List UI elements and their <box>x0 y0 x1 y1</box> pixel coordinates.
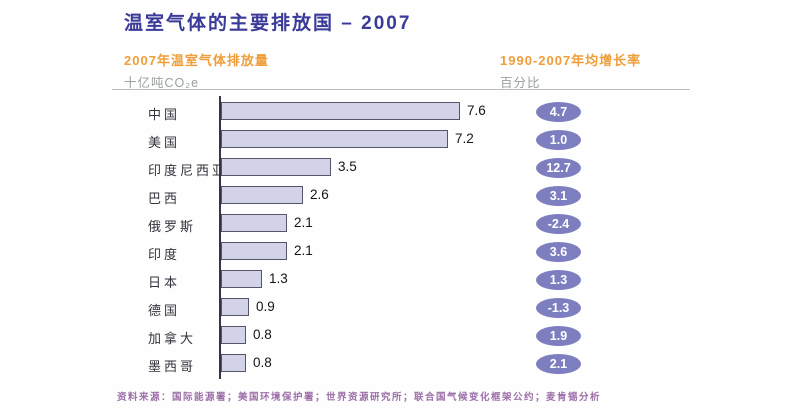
chart-row: 墨西哥 0.8 2.1 <box>0 350 800 378</box>
emission-value: 0.8 <box>253 355 272 370</box>
emission-value: 0.9 <box>256 299 275 314</box>
country-label: 加拿大 <box>148 332 197 347</box>
growth-badge: 1.9 <box>536 326 581 346</box>
emission-value: 0.8 <box>253 327 272 342</box>
page-title: 温室气体的主要排放国 – 2007 <box>124 13 412 34</box>
growth-column-title: 1990-2007年均增长率 <box>500 53 642 68</box>
chart-row: 日本 1.3 1.3 <box>0 266 800 294</box>
bar-axis-line <box>219 96 221 379</box>
emission-bar <box>221 158 331 176</box>
country-label: 日本 <box>148 276 181 291</box>
country-label: 印度 <box>148 248 181 263</box>
country-label: 美国 <box>148 136 181 151</box>
growth-badge: 3.1 <box>536 186 581 206</box>
growth-badge: 3.6 <box>536 242 581 262</box>
growth-badge: -2.4 <box>536 214 581 234</box>
header-divider <box>112 89 690 90</box>
emission-bar <box>221 130 448 148</box>
emission-value: 7.2 <box>455 131 474 146</box>
growth-badge: 1.0 <box>536 130 581 150</box>
emission-value: 7.6 <box>467 103 486 118</box>
chart-row: 印度 2.1 3.6 <box>0 238 800 266</box>
emission-bar <box>221 242 287 260</box>
chart-row: 加拿大 0.8 1.9 <box>0 322 800 350</box>
country-label: 巴西 <box>148 192 181 207</box>
emission-bar <box>221 214 287 232</box>
country-label: 俄罗斯 <box>148 220 197 235</box>
chart-row: 俄罗斯 2.1 -2.4 <box>0 210 800 238</box>
chart-row: 中国 7.6 4.7 <box>0 98 800 126</box>
emission-bar <box>221 354 246 372</box>
country-label: 墨西哥 <box>148 360 197 375</box>
emission-bar <box>221 298 249 316</box>
country-label: 印度尼西亚 <box>148 164 229 179</box>
country-label: 中国 <box>148 108 181 123</box>
emission-value: 2.1 <box>294 243 313 258</box>
growth-column-unit: 百分比 <box>500 76 541 90</box>
growth-column-header: 1990-2007年均增长率 百分比 <box>500 50 641 91</box>
emission-bar <box>221 326 246 344</box>
chart-row: 印度尼西亚 3.5 12.7 <box>0 154 800 182</box>
chart-rows: 中国 7.6 4.7 美国 7.2 1.0 印度尼西亚 3.5 12.7 巴西 2.6 3.1 俄罗斯 2… <box>0 98 800 378</box>
emissions-column-title: 2007年温室气体排放量 <box>124 53 269 68</box>
growth-badge: -1.3 <box>536 298 581 318</box>
chart-row: 德国 0.9 -1.3 <box>0 294 800 322</box>
emission-value: 2.6 <box>310 187 329 202</box>
chart-row: 巴西 2.6 3.1 <box>0 182 800 210</box>
emission-bar <box>221 270 262 288</box>
growth-badge: 1.3 <box>536 270 581 290</box>
country-label: 德国 <box>148 304 181 319</box>
emissions-column-header: 2007年温室气体排放量 十亿吨CO₂e <box>124 50 269 91</box>
emission-bar <box>221 102 460 120</box>
growth-badge: 12.7 <box>536 158 581 178</box>
source-note: 资料来源：国际能源署；美国环境保护署；世界资源研究所；联合国气候变化框架公约；麦… <box>117 392 602 403</box>
growth-badge: 2.1 <box>536 354 581 374</box>
emissions-column-unit: 十亿吨CO₂e <box>124 76 200 90</box>
emission-value: 1.3 <box>269 271 288 286</box>
emission-bar <box>221 186 303 204</box>
emission-value: 3.5 <box>338 159 357 174</box>
emission-value: 2.1 <box>294 215 313 230</box>
growth-badge: 4.7 <box>536 102 581 122</box>
chart-row: 美国 7.2 1.0 <box>0 126 800 154</box>
